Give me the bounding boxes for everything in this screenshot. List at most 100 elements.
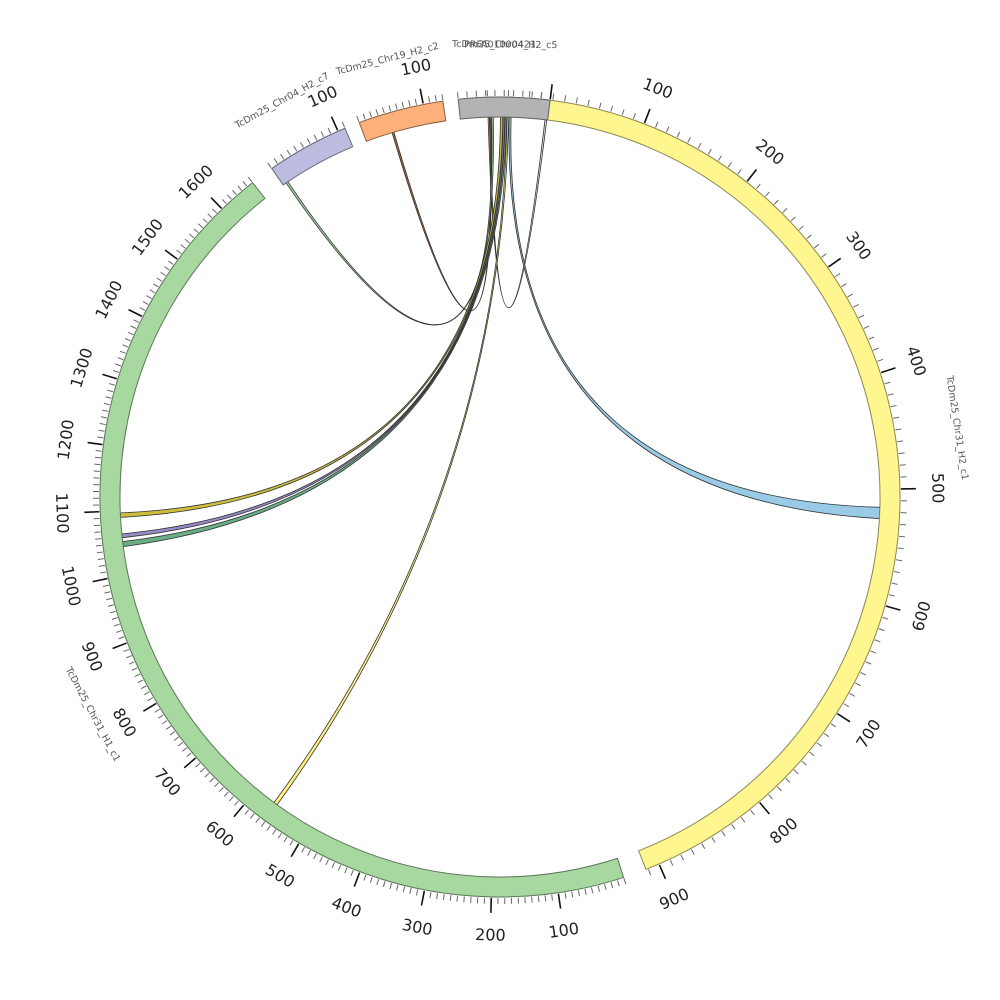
minor-tick <box>621 109 625 116</box>
minor-tick <box>865 661 872 665</box>
tick-label: 300 <box>842 228 875 264</box>
minor-tick <box>884 381 891 385</box>
minor-tick <box>697 142 702 149</box>
minor-tick <box>870 650 877 654</box>
minor-tick <box>320 131 325 138</box>
minor-tick <box>289 840 294 846</box>
minor-tick <box>897 547 904 550</box>
minor-tick <box>108 383 116 386</box>
labels-layer: PRFA01000421 TcDm25_Chr31_H2_c1 TcDm25_Chr… <box>62 39 970 764</box>
tick-label: 500 <box>928 473 948 504</box>
minor-tick <box>98 564 105 567</box>
minor-tick <box>242 181 248 187</box>
segment-arc-chr19_c2 <box>358 100 447 142</box>
minor-tick <box>888 594 895 597</box>
tick-label: 100 <box>547 919 580 942</box>
minor-tick <box>341 121 346 128</box>
minor-tick <box>300 141 304 148</box>
minor-tick <box>189 233 195 239</box>
minor-tick <box>193 228 199 234</box>
minor-tick <box>740 817 746 823</box>
minor-tick <box>134 673 141 677</box>
minor-tick <box>116 629 123 633</box>
tick-label: 400 <box>329 893 364 921</box>
minor-tick <box>853 303 859 308</box>
minor-tick <box>207 213 213 219</box>
minor-tick <box>125 655 132 659</box>
minor-tick <box>575 97 578 104</box>
minor-tick <box>809 751 815 757</box>
tick-label: 1300 <box>66 346 96 391</box>
minor-tick <box>564 892 567 899</box>
minor-tick <box>123 648 130 653</box>
major-tick <box>87 441 103 446</box>
minor-tick <box>665 126 670 133</box>
minor-tick <box>313 853 317 860</box>
major-tick <box>112 642 127 650</box>
minor-tick <box>571 891 574 898</box>
minor-tick <box>280 153 285 160</box>
minor-tick <box>893 570 901 574</box>
tick-label: 1500 <box>128 215 167 259</box>
minor-tick <box>234 800 239 806</box>
minor-tick <box>381 107 385 114</box>
minor-tick <box>113 370 120 373</box>
minor-tick <box>463 896 465 903</box>
minor-tick <box>701 843 706 849</box>
minor-tick <box>118 636 125 640</box>
major-tick <box>759 802 771 815</box>
minor-tick <box>313 134 318 141</box>
minor-tick <box>137 679 144 684</box>
minor-tick <box>648 869 652 876</box>
link-ribbon-4 <box>119 116 504 518</box>
minor-tick <box>687 137 691 143</box>
minor-tick <box>776 786 782 792</box>
minor-tick <box>587 99 590 106</box>
minor-tick <box>782 208 788 213</box>
minor-tick <box>104 591 111 594</box>
minor-tick <box>834 273 841 278</box>
minor-tick <box>139 307 146 311</box>
major-tick <box>549 84 553 100</box>
minor-tick <box>414 98 418 105</box>
minor-tick <box>785 778 791 783</box>
tick-label: 900 <box>656 884 692 914</box>
tick-label: 200 <box>475 925 506 945</box>
minor-tick <box>147 697 154 702</box>
minor-tick <box>331 862 336 868</box>
segment-arc-chr04_c5 <box>457 96 551 121</box>
minor-tick <box>376 879 380 886</box>
major-tick <box>419 88 424 104</box>
minor-tick <box>267 162 272 169</box>
major-tick <box>164 249 178 260</box>
minor-tick <box>409 887 412 894</box>
minor-tick <box>841 283 847 288</box>
tick-label: 800 <box>766 814 802 848</box>
minor-tick <box>301 846 305 853</box>
minor-tick <box>260 821 266 827</box>
minor-tick <box>122 344 129 348</box>
major-tick <box>84 510 100 514</box>
minor-tick <box>169 731 176 736</box>
minor-tick <box>227 194 232 200</box>
minor-tick <box>610 105 614 112</box>
minor-tick <box>858 314 865 319</box>
minor-tick <box>428 96 431 103</box>
minor-tick <box>153 283 159 288</box>
minor-tick <box>249 813 255 819</box>
minor-tick <box>95 544 102 547</box>
tick-label: 200 <box>752 135 788 169</box>
minor-tick <box>544 895 547 902</box>
tick-label: 900 <box>78 639 107 674</box>
minor-tick <box>103 402 110 406</box>
minor-tick <box>344 867 348 874</box>
minor-tick <box>899 535 906 538</box>
major-tick <box>102 373 118 380</box>
tick-label: 1100 <box>52 492 72 533</box>
minor-tick <box>113 623 120 627</box>
minor-tick <box>891 582 898 585</box>
minor-tick <box>389 882 393 889</box>
major-tick <box>746 168 758 182</box>
minor-tick <box>456 895 459 902</box>
